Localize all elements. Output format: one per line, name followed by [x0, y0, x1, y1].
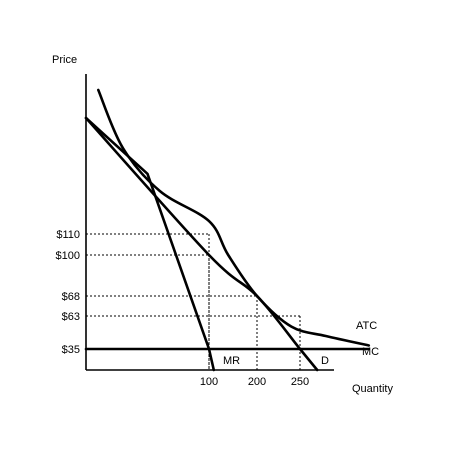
series-label-mr: MR	[223, 355, 240, 367]
x-tick-label: 100	[200, 376, 218, 388]
x-tick-label: 250	[291, 376, 309, 388]
y-tick-label: $35	[62, 344, 80, 356]
series-label-mc: MC	[362, 346, 379, 358]
series-line-d	[84, 116, 319, 372]
series-labels: D MR ATC MC	[223, 320, 379, 367]
series-group	[84, 88, 371, 372]
series-label-d: D	[321, 355, 329, 367]
y-tick-label: $110	[56, 229, 80, 241]
tick-labels: $110 $100 $68 $63 $35 100 200 250	[56, 229, 310, 388]
x-tick-label: 200	[248, 376, 266, 388]
x-axis-label: Quantity	[352, 383, 393, 395]
y-tick-label: $68	[62, 291, 80, 303]
series-label-atc: ATC	[356, 320, 377, 332]
y-tick-label: $100	[56, 250, 80, 262]
y-tick-label: $63	[62, 311, 80, 323]
y-axis-label: Price	[52, 54, 77, 66]
series-line-atc	[97, 88, 371, 347]
series-line-mr	[84, 116, 216, 372]
